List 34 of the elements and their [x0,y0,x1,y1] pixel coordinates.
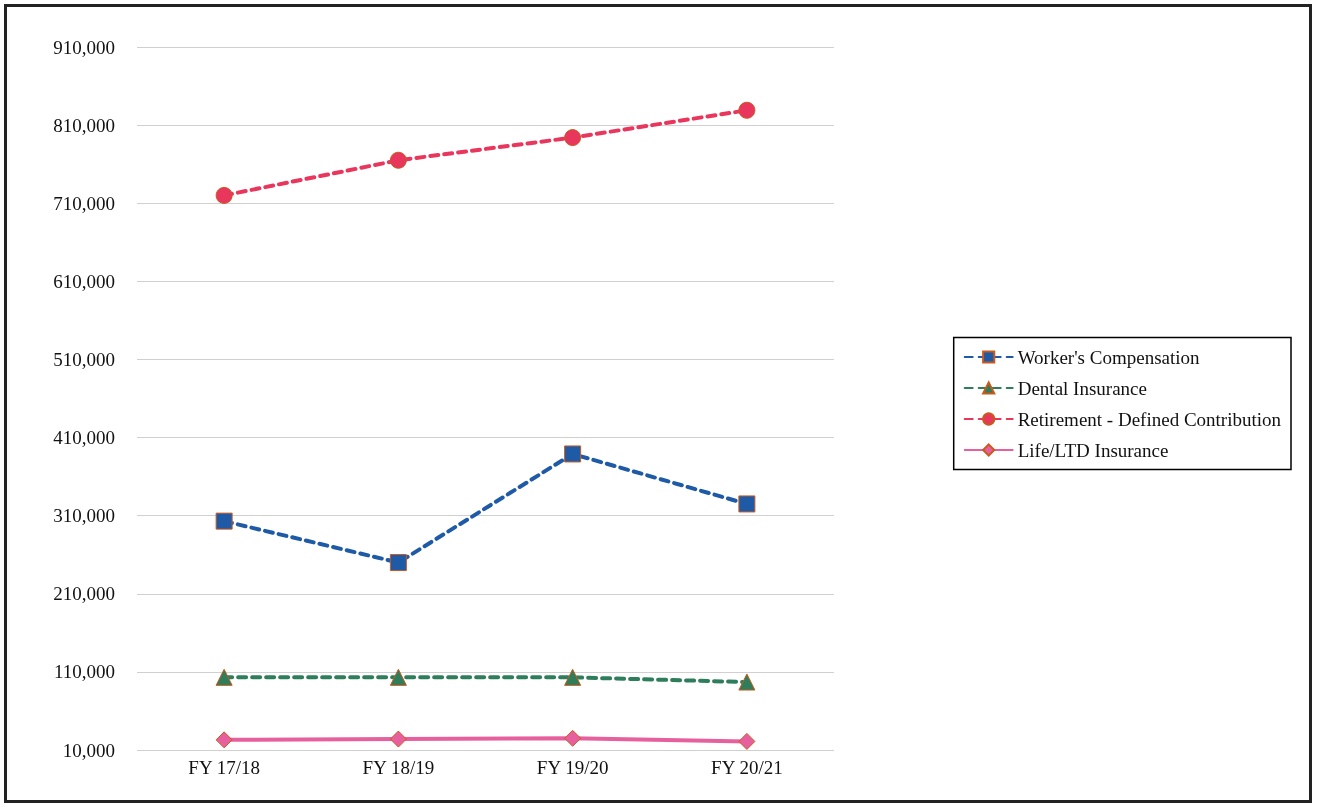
y-tick-label: 610,000 [53,270,115,292]
point [389,554,407,572]
point [564,445,582,463]
point [215,668,233,686]
legend-label: Retirement - Defined Contribution [1017,408,1282,430]
point [389,668,407,686]
y-tick-label: 810,000 [53,114,115,136]
point [738,101,756,119]
point [389,151,407,169]
y-tick-label: 710,000 [53,192,115,214]
point [564,729,582,747]
y-tick-label: 10,000 [62,739,115,761]
x-tick-label: FY 19/20 [536,757,609,778]
point [564,129,582,147]
point [738,673,756,691]
x-tick-label: FY 18/19 [362,757,435,778]
point [738,732,756,750]
point [215,731,233,749]
y-tick-label: 110,000 [53,661,115,683]
legend-label: Life/LTD Insurance [1017,439,1169,461]
point [564,668,582,686]
point [215,512,233,530]
legend-label: Dental Insurance [1017,377,1147,399]
x-tick-label: FY 17/18 [188,757,260,778]
y-tick-label: 210,000 [53,583,115,605]
point [215,186,233,204]
legend-label: Worker's Compensation [1017,346,1201,368]
point [738,495,756,513]
y-tick-label: 310,000 [53,505,115,527]
y-tick-label: 510,000 [53,348,115,370]
x-tick-label: FY 20/21 [711,757,783,778]
y-tick-label: 910,000 [53,36,115,58]
y-tick-label: 410,000 [53,427,115,449]
point [389,730,407,748]
